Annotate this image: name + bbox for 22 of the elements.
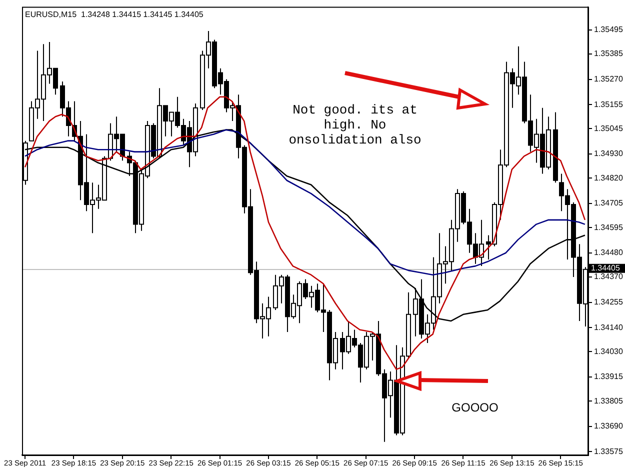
y-tick-label: 1.33575 [594,446,624,456]
y-tick-label: 1.34370 [594,272,624,282]
annotation: GOOOO [452,400,498,414]
y-tick-label: 1.34820 [594,173,624,182]
y-tick-label: 1.33915 [594,372,624,382]
y-tick-label: 1.33690 [594,422,624,431]
y-tick-label: 1.35045 [594,124,624,133]
y-tick-label: 1.35495 [594,25,624,34]
y-tick-label: 1.34255 [594,298,624,307]
y-tick-label: 1.35155 [594,100,624,109]
y-tick-label: 1.34595 [594,222,624,232]
y-tick-label: 1.34140 [594,322,624,332]
annotation: Not good. its at high. No onsolidation also [288,102,422,148]
y-tick-label: 1.35385 [594,49,624,58]
y-tick-label: 1.34705 [594,198,624,208]
chart-title: EURUSD,M15 1.34248 1.34415 1.34145 1.34405 [25,10,204,20]
ref-line-label: 1.34405 [591,264,620,273]
y-tick-label: 1.34480 [594,248,624,258]
y-tick-label: 1.34030 [594,346,624,356]
y-tick-label: 1.33805 [594,396,624,406]
y-tick-label: 1.35270 [594,74,624,84]
y-tick-label: 1.34930 [594,149,624,158]
